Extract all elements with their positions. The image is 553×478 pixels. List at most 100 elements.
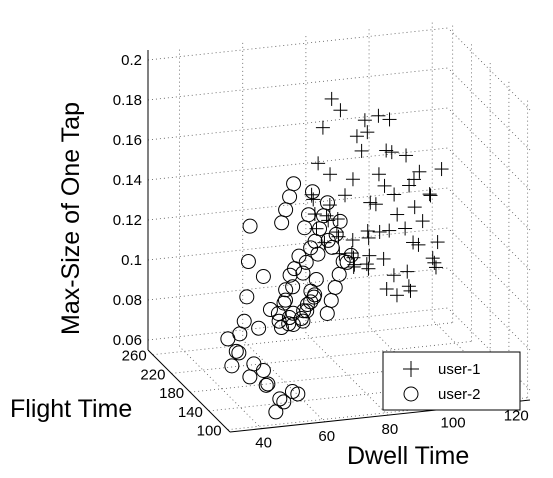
point-user-1	[317, 235, 332, 250]
point-user-1	[371, 108, 386, 123]
y-axis-label: Flight Time	[10, 395, 132, 423]
grid-line	[242, 339, 326, 423]
point-user-2	[290, 386, 306, 402]
point-user-1	[311, 156, 326, 171]
point-user-2	[285, 305, 301, 321]
point-user-2	[251, 320, 267, 336]
point-user-1	[423, 188, 438, 203]
y-tick-label: 180	[159, 385, 184, 402]
point-user-2	[231, 345, 247, 361]
point-user-2	[285, 279, 301, 295]
point-user-1	[322, 198, 337, 213]
point-user-2	[332, 213, 348, 229]
point-user-1	[307, 207, 322, 222]
point-user-1	[399, 148, 414, 163]
grid-line	[447, 227, 531, 311]
point-user-2	[320, 232, 336, 248]
point-user-1	[360, 125, 375, 140]
point-user-1	[428, 260, 443, 275]
point-user-2	[262, 302, 278, 318]
point-user-1	[377, 178, 392, 193]
point-user-1	[323, 167, 338, 182]
point-user-1	[382, 112, 397, 127]
point-user-2	[323, 292, 339, 308]
point-user-2	[307, 287, 323, 303]
point-user-1	[368, 197, 383, 212]
grid-line	[447, 67, 531, 151]
point-user-2	[301, 207, 317, 223]
point-user-1	[363, 195, 378, 210]
legend-plus-marker	[403, 361, 419, 377]
point-user-1	[384, 145, 399, 160]
grid-line	[447, 27, 531, 111]
point-user-2	[319, 195, 335, 211]
point-user-1	[349, 129, 364, 144]
z-tick-label: 0.16	[113, 132, 142, 149]
point-user-2	[303, 294, 319, 310]
x-tick-label: 40	[255, 435, 272, 452]
point-user-1	[406, 235, 421, 250]
point-user-2	[274, 215, 290, 231]
point-user-1	[379, 143, 394, 158]
point-user-2	[242, 218, 258, 234]
point-user-1	[412, 164, 427, 179]
point-user-1	[345, 233, 360, 248]
legend-box	[382, 351, 521, 411]
z-axis-label: Max-Size of One Tap	[57, 102, 85, 335]
point-user-2	[343, 247, 359, 263]
point-user-1	[386, 268, 401, 283]
point-user-2	[310, 246, 326, 262]
point-user-2	[273, 320, 289, 336]
grid-line	[447, 187, 531, 271]
point-user-1	[319, 208, 334, 223]
y-axis-line	[147, 349, 231, 433]
point-user-2	[278, 202, 294, 218]
grid-layer	[147, 19, 531, 431]
point-user-1	[362, 248, 377, 263]
point-user-2	[242, 369, 258, 385]
grid-line	[305, 332, 389, 416]
point-user-2	[298, 254, 314, 270]
point-user-1	[357, 113, 372, 128]
point-user-1	[315, 120, 330, 135]
point-user-1	[430, 235, 445, 250]
legend: user-1 user-2	[382, 351, 521, 411]
point-user-1	[324, 91, 339, 106]
grid-line	[447, 307, 531, 391]
point-user-2	[308, 271, 324, 287]
point-user-2	[268, 404, 284, 420]
z-tick-label: 0.06	[113, 332, 142, 349]
point-user-1	[389, 288, 404, 303]
point-user-1	[403, 283, 418, 298]
point-user-1	[411, 237, 426, 252]
point-user-1	[361, 230, 376, 245]
grid-line	[147, 227, 449, 261]
point-user-2	[295, 313, 311, 329]
x-tick-label: 60	[318, 428, 335, 445]
point-user-2	[319, 305, 335, 321]
point-user-1	[400, 264, 415, 279]
point-user-2	[295, 265, 311, 281]
z-tick-label: 0.2	[121, 52, 142, 69]
grid-line	[147, 27, 449, 61]
z-tick-label: 0.12	[113, 212, 142, 229]
point-user-1	[402, 178, 417, 193]
grid-line	[447, 107, 531, 191]
point-user-2	[278, 282, 294, 298]
x-axis-label: Dwell Time	[347, 442, 469, 470]
point-user-1	[330, 212, 345, 227]
point-user-1	[415, 214, 430, 229]
point-user-2	[224, 358, 240, 374]
point-user-2	[255, 363, 271, 379]
point-user-2	[339, 254, 355, 270]
point-user-1	[407, 200, 422, 215]
point-user-1	[359, 257, 374, 272]
point-user-1	[379, 281, 394, 296]
grid-line	[152, 322, 453, 356]
point-user-1	[304, 187, 319, 202]
data-points	[220, 91, 449, 420]
grid-line	[368, 326, 452, 409]
point-user-2	[258, 377, 274, 393]
point-user-2	[281, 316, 297, 332]
point-user-1	[371, 167, 386, 182]
